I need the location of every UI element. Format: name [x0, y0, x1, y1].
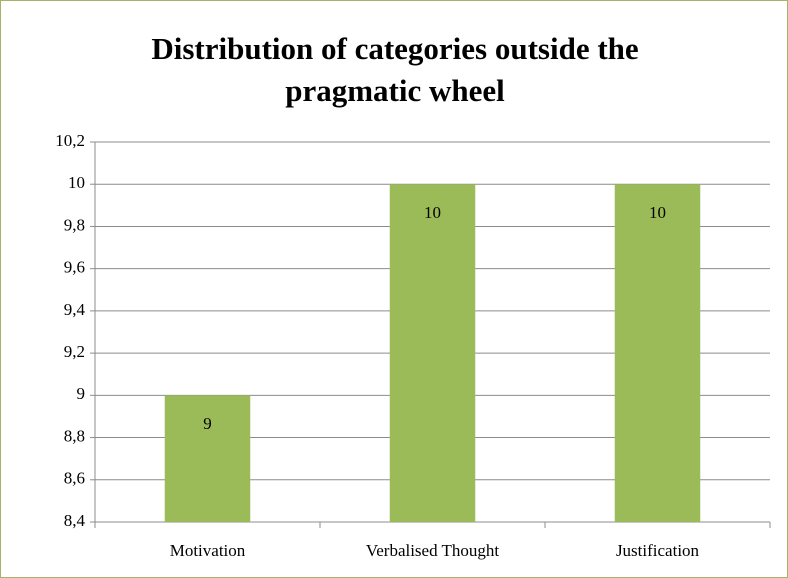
data-label: 10 [424, 203, 441, 222]
x-tick-label: Verbalised Thought [366, 541, 500, 560]
y-tick-label: 9 [77, 384, 86, 403]
y-tick-label: 9,2 [64, 342, 85, 361]
y-tick-label: 9,8 [64, 215, 85, 234]
bar [389, 184, 476, 522]
y-tick-label: 8,6 [64, 469, 85, 488]
x-tick-label: Motivation [170, 541, 246, 560]
chart-title: Distribution of categories outside the p… [151, 31, 639, 108]
bar [164, 395, 251, 522]
y-tick-label: 8,8 [64, 426, 85, 445]
x-tick-label: Justification [616, 541, 700, 560]
y-tick-label: 10,2 [55, 131, 85, 150]
bar [614, 184, 701, 522]
data-label: 10 [649, 203, 666, 222]
data-label: 9 [203, 414, 212, 433]
y-tick-label: 9,4 [64, 300, 86, 319]
y-tick-label: 9,6 [64, 258, 85, 277]
y-tick-label: 10 [68, 173, 85, 192]
y-tick-label: 8,4 [64, 511, 86, 530]
